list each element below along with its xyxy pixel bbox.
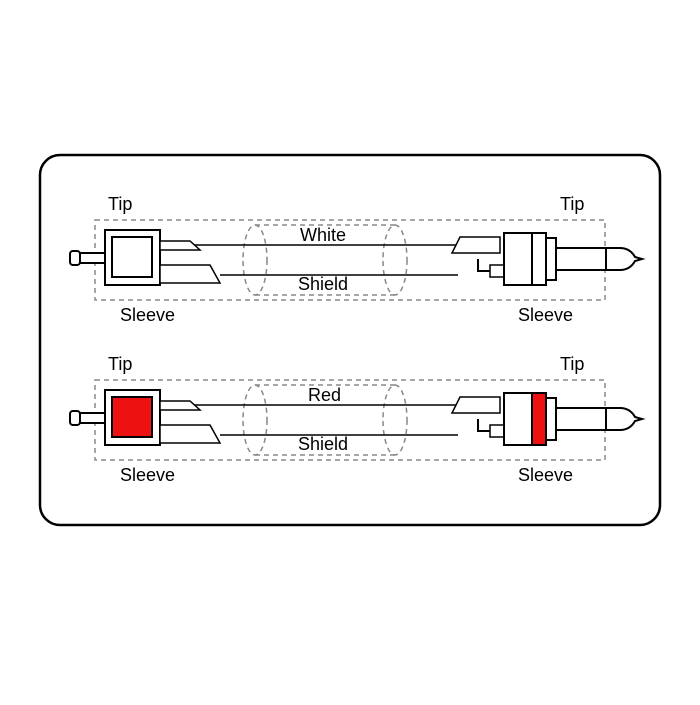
label-wire: White [300,225,346,245]
jack-plug-icon [452,393,642,445]
wiring-diagram: Tip Tip Sleeve Sleeve White Shield [0,0,700,700]
label-sleeve-left: Sleeve [120,465,175,485]
label-sleeve-right: Sleeve [518,465,573,485]
rca-plug-icon [70,390,220,445]
label-tip-left: Tip [108,354,132,374]
label-tip-right: Tip [560,194,584,214]
label-sleeve-right: Sleeve [518,305,573,325]
label-wire: Red [308,385,341,405]
label-tip-left: Tip [108,194,132,214]
jack-ring [532,233,546,285]
jack-plug-icon [452,233,642,285]
label-sleeve-left: Sleeve [120,305,175,325]
rca-body [112,237,152,277]
label-shield: Shield [298,434,348,454]
cable-red-group: Tip Tip Sleeve Sleeve Red Shield [70,354,642,485]
rca-body [112,397,152,437]
rca-plug-icon [70,230,220,285]
label-tip-right: Tip [560,354,584,374]
jack-ring [532,393,546,445]
cable-white-group: Tip Tip Sleeve Sleeve White Shield [70,194,642,325]
label-shield: Shield [298,274,348,294]
